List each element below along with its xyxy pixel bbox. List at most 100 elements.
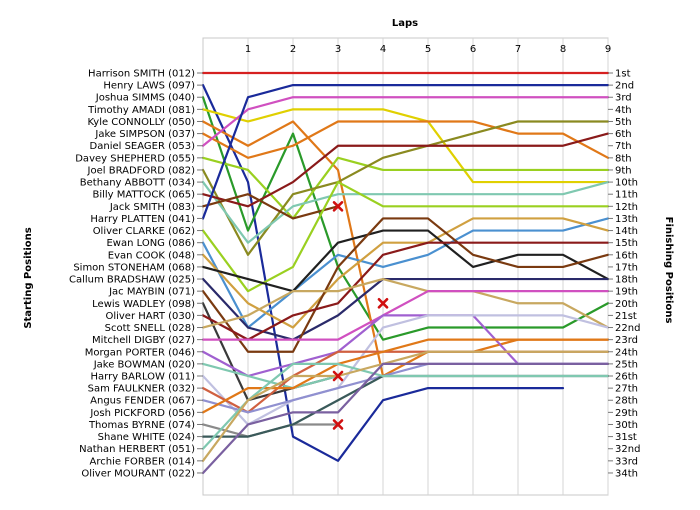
starting-position-label: Joel BRADFORD (082) (87, 165, 196, 176)
finishing-position-label: 33rd (615, 456, 638, 467)
starting-position-label: Timothy AMADI (081) (87, 105, 195, 116)
series-line-6 (201, 120, 610, 159)
finishing-position-label: 20th (615, 299, 638, 310)
series-line-18 (201, 277, 610, 341)
starting-position-label: Sam FAULKNER (032) (88, 384, 195, 395)
finishing-position-label: 25th (615, 359, 638, 370)
x-tick-label: 9 (605, 44, 611, 55)
finishing-position-label: 18th (615, 275, 638, 286)
starting-position-label: Davey SHEPHERD (055) (75, 153, 195, 164)
starting-position-label: Billy MATTOCK (065) (92, 190, 195, 201)
starting-position-label: Scott SNELL (028) (105, 323, 195, 334)
starting-position-label: Daniel SEAGER (053) (90, 141, 196, 152)
finishing-position-label: 5th (615, 117, 632, 128)
retirement-marker (332, 419, 344, 430)
finishing-position-label: 32nd (615, 444, 640, 455)
starting-position-label: Archie FORBER (014) (90, 456, 196, 467)
starting-position-label: Mitchell DIGBY (027) (92, 335, 195, 346)
finishing-position-label: 26th (615, 372, 638, 383)
starting-position-label: Henry LAWS (097) (103, 81, 195, 92)
series-line-14 (201, 180, 610, 293)
finishing-position-label: 34th (615, 468, 638, 479)
series-line-12 (201, 193, 340, 220)
finishing-position-label: 9th (615, 165, 632, 176)
finishing-position-label: 10th (615, 178, 638, 189)
series-line-16 (201, 217, 610, 329)
starting-position-label: Shane WHITE (024) (98, 432, 195, 443)
finishing-position-label: 8th (615, 153, 632, 164)
series-line-17 (201, 229, 610, 293)
series-line-23 (201, 290, 610, 341)
series-line-34 (201, 362, 610, 475)
starting-position-label: Evan COOK (048) (108, 250, 195, 261)
starting-position-label: Harrison SMITH (012) (88, 69, 195, 80)
series-line-4 (201, 108, 610, 184)
starting-position-label: Lewis WADLEY (098) (92, 299, 195, 310)
starting-position-label: Morgan PORTER (046) (85, 347, 195, 358)
finishing-position-label: 16th (615, 250, 638, 261)
finishing-position-label: 24th (615, 347, 638, 358)
y-axis-title-left: Starting Positions (23, 227, 34, 328)
series-line-2 (201, 84, 565, 462)
series-line-13 (201, 84, 610, 220)
starting-position-label: Angus FENDER (067) (90, 396, 195, 407)
finishing-position-label: 11th (615, 190, 638, 201)
series-line-32 (201, 362, 610, 450)
starting-position-label: Jake SIMPSON (037) (94, 129, 195, 140)
finishing-position-label: 28th (615, 396, 638, 407)
starting-position-label: Josh PICKFORD (056) (89, 408, 195, 419)
label-layer: 1 2 3 4 5 6 7 8 9 Harrison SMITH (012)Henry LAWS … (69, 44, 640, 479)
starting-position-label: Jac MAYBIN (071) (108, 287, 195, 298)
starting-position-label: Oliver CLARKE (062) (93, 226, 195, 237)
starting-position-label: Nathan HERBERT (051) (79, 444, 195, 455)
finishing-position-label: 30th (615, 420, 638, 431)
finishing-position-label: 14th (615, 226, 638, 237)
x-tick-label: 2 (290, 44, 296, 55)
series-line-3 (201, 96, 610, 341)
starting-position-label: Harry BARLOW (011) (91, 372, 196, 383)
starting-position-label: Joshua SIMMS (040) (95, 93, 195, 104)
starting-position-label: Oliver HART (030) (105, 311, 195, 322)
finishing-position-label: 7th (615, 141, 632, 152)
series-line-22 (201, 277, 610, 329)
retirement-marker (332, 370, 344, 382)
x-tick-label: 1 (245, 44, 251, 55)
starting-position-label: Callum BRADSHAW (025) (69, 275, 195, 286)
series-line-21 (201, 241, 610, 341)
starting-position-label: Jake BOWMAN (020) (93, 359, 195, 370)
finishing-position-label: 29th (615, 408, 638, 419)
retirement-marker (332, 201, 344, 212)
finishing-position-label: 3rd (615, 93, 632, 104)
finishing-position-label: 6th (615, 129, 632, 140)
finishing-position-label: 23rd (615, 335, 638, 346)
finishing-position-label: 22nd (615, 323, 640, 334)
finishing-position-label: 31st (615, 432, 637, 443)
series-line-7 (201, 96, 610, 147)
finishing-position-label: 1st (615, 69, 631, 80)
finishing-position-label: 12th (615, 202, 638, 213)
starting-position-label: Jack SMITH (083) (109, 202, 195, 213)
series-line-11 (201, 132, 610, 208)
starting-position-label: Harry PLATTEN (041) (90, 214, 195, 225)
x-tick-label: 6 (470, 44, 476, 55)
series-line-19 (201, 217, 610, 353)
series-line-10 (201, 180, 610, 244)
finishing-position-label: 27th (615, 384, 638, 395)
starting-position-label: Oliver MOURANT (022) (81, 468, 195, 479)
y-axis-title-right: Finishing Positions (663, 217, 674, 324)
retirement-marker (377, 297, 389, 309)
x-tick-label: 8 (560, 44, 566, 55)
starting-position-label: Bethany ABBOTT (034) (80, 178, 195, 189)
starting-position-label: Kyle CONNOLLY (050) (87, 117, 195, 128)
finishing-position-label: 17th (615, 262, 638, 273)
finishing-position-label: 21st (615, 311, 637, 322)
series-layer (201, 71, 610, 475)
finishing-position-label: 2nd (615, 81, 634, 92)
marker-layer (332, 201, 389, 430)
starting-position-label: Ewan LONG (086) (106, 238, 195, 249)
x-axis-title: Laps (392, 18, 418, 29)
finishing-position-label: 13th (615, 214, 638, 225)
x-tick-label: 4 (380, 44, 386, 55)
starting-position-label: Thomas BYRNE (074) (88, 420, 195, 431)
